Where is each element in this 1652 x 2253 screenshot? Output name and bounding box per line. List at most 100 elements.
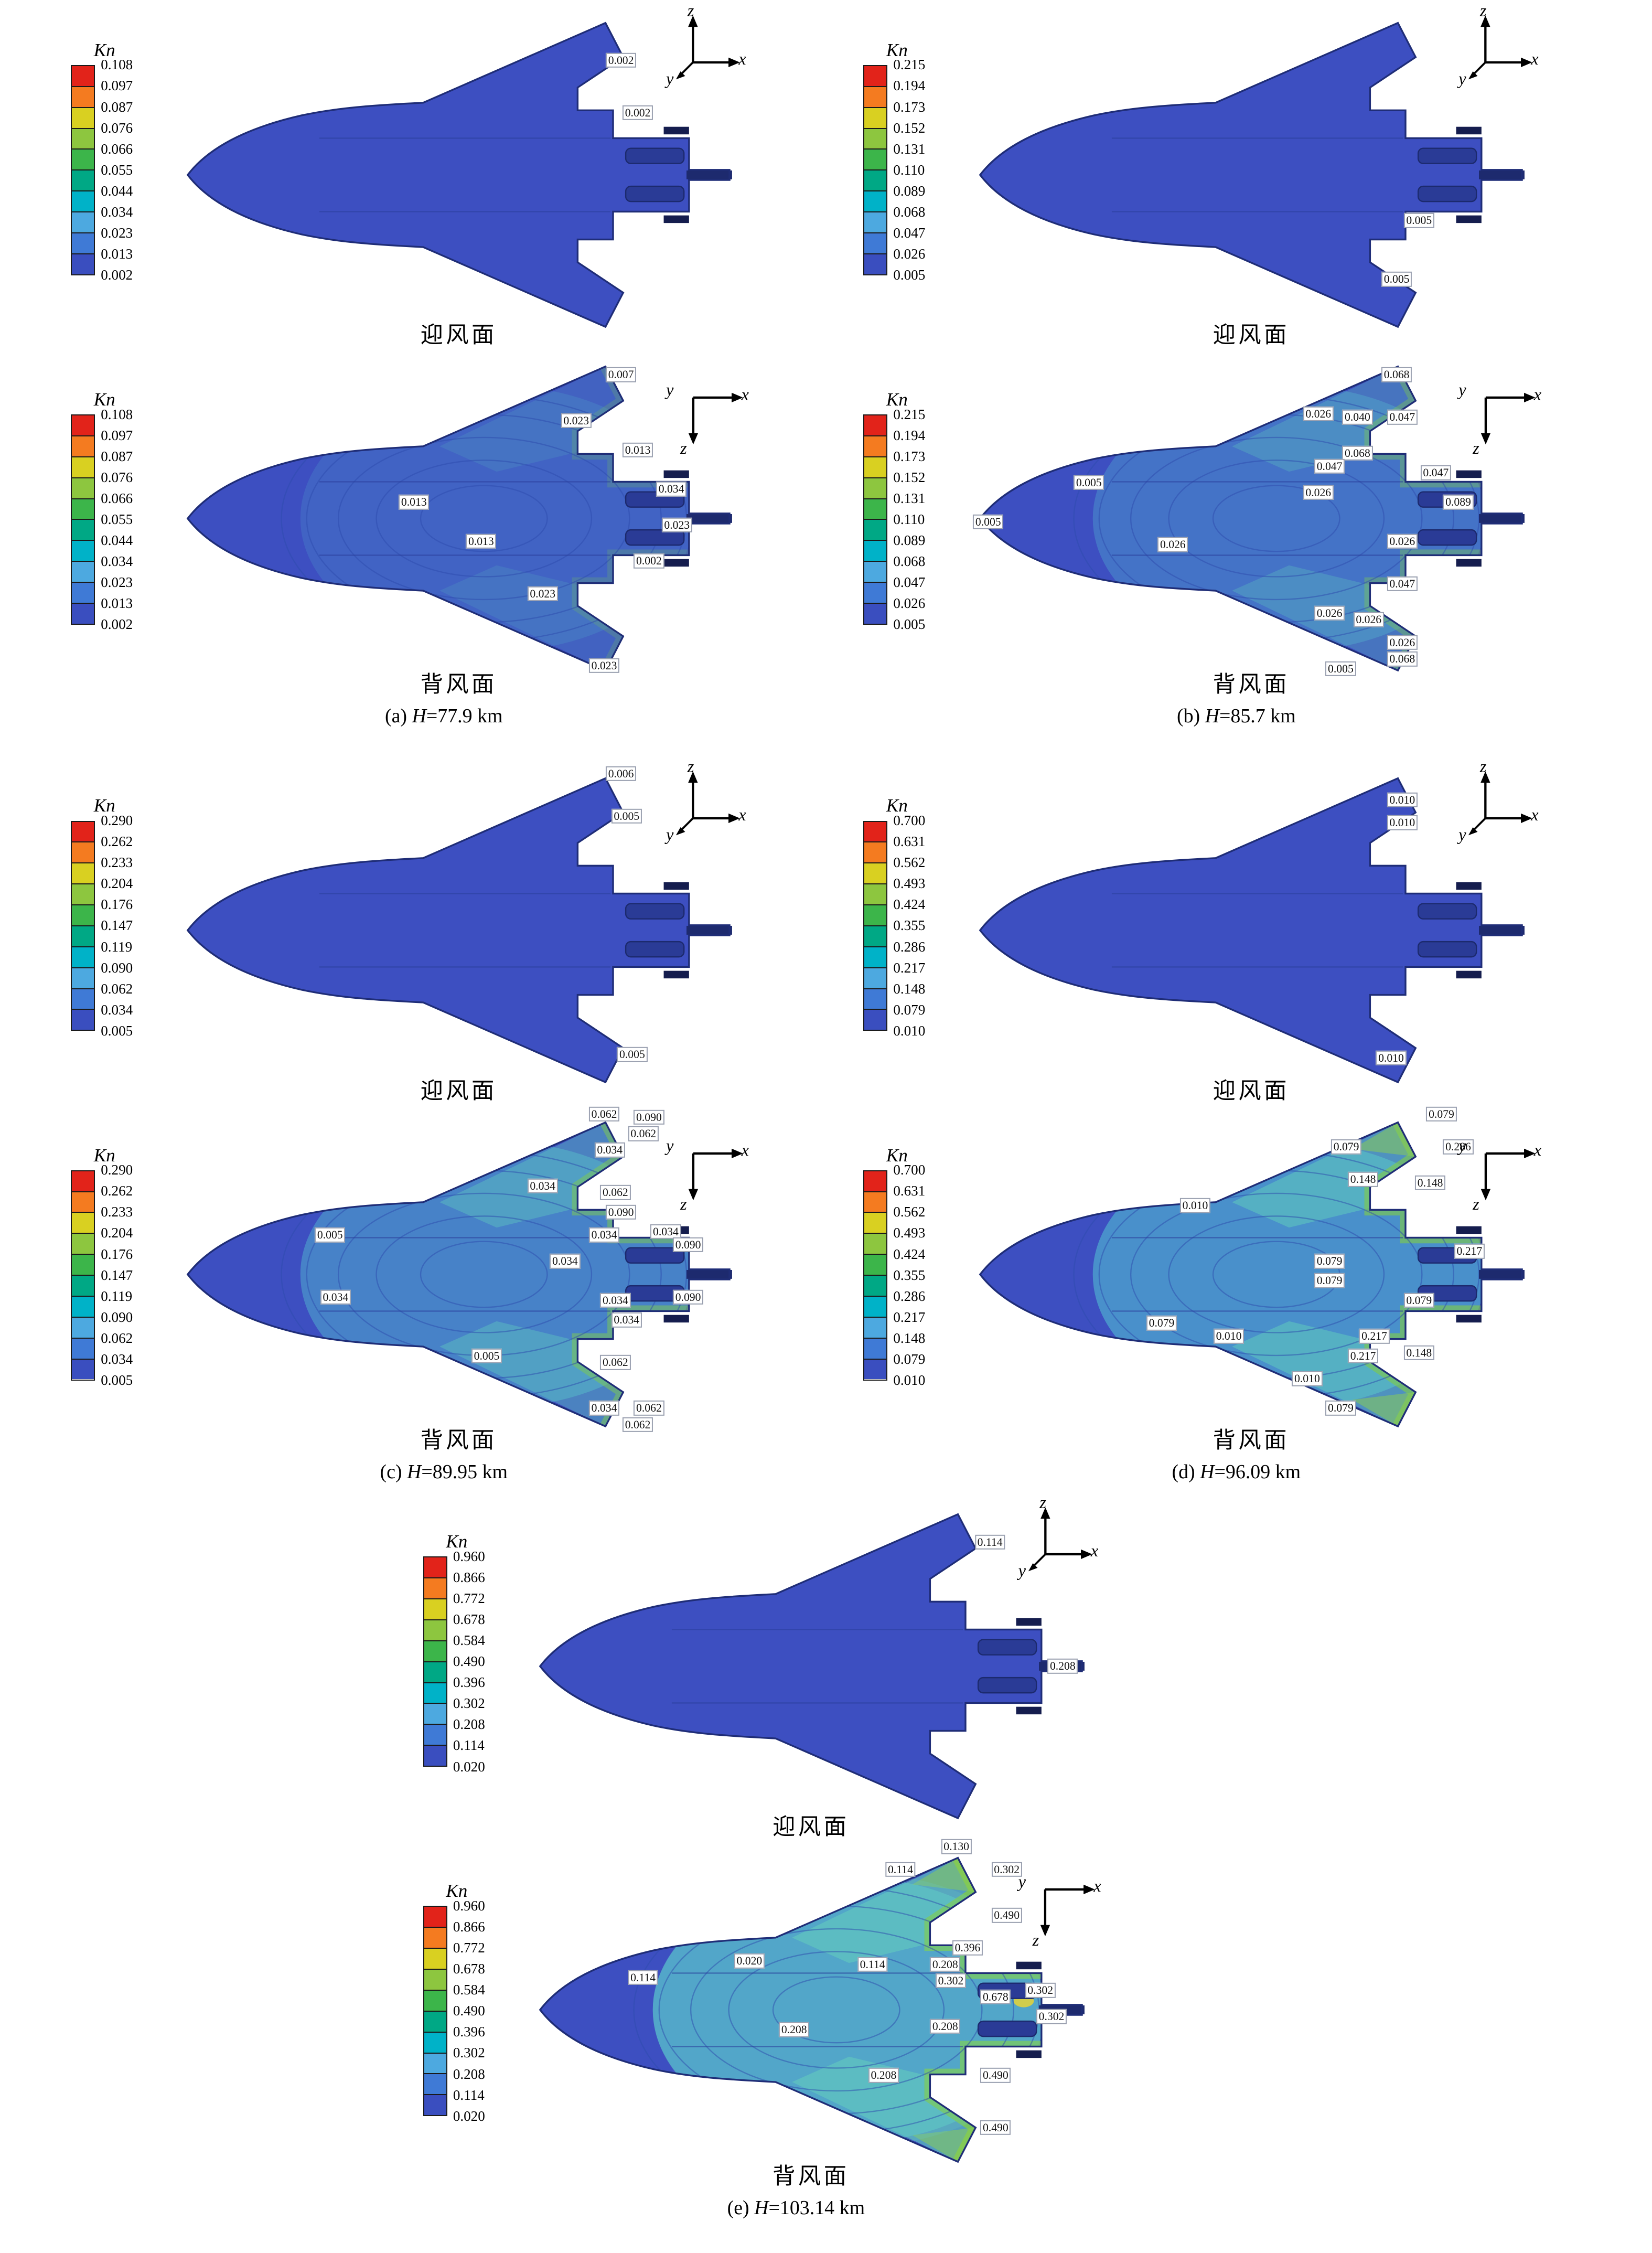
colorbar-tick: 0.208 <box>453 1716 485 1733</box>
contour-labels-layer: 0.130 0.114 0.302 0.490 0.396 0.020 0.114 0.208… <box>531 1839 1091 2173</box>
colorbar-tick: 0.173 <box>893 99 926 115</box>
colorbar-cells <box>423 1556 447 1767</box>
contour-label: 0.026 <box>1353 612 1384 627</box>
colorbar-cell <box>424 2074 446 2096</box>
colorbar-tick: 0.047 <box>893 225 926 241</box>
colorbar-cells <box>71 65 95 275</box>
kn-colorbar: Kn 0.960 0.866 0.772 0.678 0.584 0.490 0.396 0.… <box>423 1881 525 2123</box>
contour-label: 0.148 <box>1415 1175 1446 1190</box>
contour-label: 0.302 <box>991 1862 1022 1877</box>
colorbar-tick: 0.110 <box>893 511 925 527</box>
colorbar-body: 0.108 0.097 0.087 0.076 0.066 0.055 0.044 0.034… <box>71 407 173 633</box>
colorbar-tick: 0.960 <box>453 1548 485 1564</box>
kn-colorbar: Kn 0.215 0.194 0.173 0.152 0.131 0.110 0.089 0.… <box>863 40 966 282</box>
contour-label: 0.090 <box>634 1109 664 1125</box>
colorbar-tick: 0.034 <box>101 204 133 220</box>
contour-label: 0.217 <box>1454 1244 1485 1259</box>
caption-index: (b) <box>1176 705 1205 728</box>
leeward-plot: 0.068 0.026 0.040 0.047 0.068 0.047 0.047 0.005… <box>971 355 1541 682</box>
colorbar-tick: 0.108 <box>101 57 133 73</box>
axis-label-x: x <box>741 385 749 404</box>
caption-variable: H <box>1200 1460 1215 1483</box>
colorbar-tick: 0.584 <box>453 1982 485 1998</box>
contour-label: 0.062 <box>600 1185 631 1200</box>
contour-label: 0.090 <box>673 1289 704 1305</box>
contour-label: 0.040 <box>1342 410 1373 425</box>
kn-colorbar: Kn 0.108 0.097 0.087 0.076 0.066 0.055 0.044 0.… <box>71 389 173 632</box>
colorbar-cell <box>864 499 887 520</box>
axis-label-x: x <box>738 50 746 69</box>
colorbar-cell <box>72 129 94 150</box>
colorbar-cell <box>864 520 887 541</box>
colorbar-tick: 0.147 <box>101 917 133 934</box>
windward-plot: 0.010 0.010 0.010 z x y <box>971 759 1539 1094</box>
contour-label: 0.208 <box>930 1957 961 1972</box>
contour-label: 0.013 <box>399 495 430 510</box>
colorbar-tick: 0.066 <box>101 141 133 157</box>
vehicle-contour-plot <box>971 12 1531 338</box>
colorbar-cell <box>864 583 887 604</box>
contour-label: 0.026 <box>1303 406 1334 422</box>
leeward-view: Kn 0.108 0.097 0.087 0.076 0.066 0.055 0.044 0.… <box>57 349 831 699</box>
contour-label: 0.002 <box>622 105 653 120</box>
axis-label-z: z <box>1039 1493 1046 1512</box>
axes-indicator: y x z <box>1458 378 1548 457</box>
axis-label-y: y <box>1458 381 1466 400</box>
colorbar-tick: 0.034 <box>101 1001 133 1018</box>
contour-labels-layer: 0.068 0.026 0.040 0.047 0.068 0.047 0.047 0.005… <box>971 355 1531 682</box>
colorbar-cell <box>864 1192 887 1213</box>
contour-label: 0.047 <box>1387 576 1418 592</box>
contour-label: 0.005 <box>1403 213 1434 228</box>
altitude-panel: Kn 0.960 0.866 0.772 0.678 0.584 0.490 0.396 0.… <box>409 1494 1183 2219</box>
colorbar-cell <box>424 1599 446 1620</box>
colorbar-body: 0.108 0.097 0.087 0.076 0.066 0.055 0.044 0.034… <box>71 58 173 282</box>
colorbar-tick: 0.020 <box>453 2108 485 2124</box>
colorbar-tick: 0.493 <box>893 875 926 892</box>
colorbar-cell <box>72 1255 94 1276</box>
leeward-view: Kn 0.215 0.194 0.173 0.152 0.131 0.110 0.089 0.… <box>849 349 1623 699</box>
axes-arrows-icon <box>675 771 740 836</box>
colorbar-cell <box>72 562 94 583</box>
axes-arrows-icon <box>1468 771 1532 836</box>
colorbar-cell <box>864 1234 887 1255</box>
contour-label: 0.005 <box>1381 272 1412 287</box>
colorbar-cell <box>424 2032 446 2054</box>
kn-colorbar: Kn 0.290 0.262 0.233 0.204 0.176 0.147 0.119 0.… <box>71 795 173 1038</box>
colorbar-cell <box>72 583 94 604</box>
colorbar-tick: 0.215 <box>893 406 926 422</box>
colorbar-cells <box>863 65 888 275</box>
colorbar-cell <box>864 1317 887 1339</box>
contour-label: 0.114 <box>628 1970 658 1985</box>
colorbar-tick: 0.089 <box>893 532 926 548</box>
colorbar-cell <box>72 1276 94 1297</box>
colorbar-tick: 0.147 <box>101 1267 133 1283</box>
colorbar-tick: 0.089 <box>893 183 926 199</box>
colorbar-tick: 0.002 <box>101 616 133 633</box>
kn-colorbar: Kn 0.108 0.097 0.087 0.076 0.066 0.055 0.044 0.… <box>71 40 173 282</box>
contour-label: 0.034 <box>527 1178 558 1194</box>
colorbar-cell <box>864 436 887 457</box>
contour-label: 0.047 <box>1420 465 1451 481</box>
colorbar-tick: 0.023 <box>101 225 133 241</box>
contour-label: 0.217 <box>1348 1348 1379 1363</box>
panel-caption: (c) H=89.95 km <box>57 1460 831 1483</box>
colorbar-tick: 0.055 <box>101 162 133 178</box>
contour-label: 0.034 <box>594 1142 625 1158</box>
contour-labels-layer: 0.005 0.005 <box>971 12 1531 338</box>
colorbar-tick: 0.424 <box>893 896 926 913</box>
contour-label: 0.062 <box>600 1355 631 1370</box>
colorbar-tick: 0.302 <box>453 1695 485 1712</box>
colorbar-tick: 0.034 <box>101 553 133 570</box>
colorbar-cell <box>424 1746 446 1766</box>
contour-label: 0.148 <box>1348 1172 1379 1187</box>
panel-caption: (d) H=96.09 km <box>849 1460 1623 1483</box>
colorbar-tick-labels: 0.700 0.631 0.562 0.493 0.424 0.355 0.286 0.217… <box>893 1163 925 1387</box>
colorbar-tick: 0.584 <box>453 1632 485 1649</box>
axes-arrows-icon <box>1481 1148 1536 1201</box>
colorbar-cell <box>72 150 94 171</box>
colorbar-tick: 0.076 <box>101 120 133 136</box>
colorbar-cell <box>424 1620 446 1641</box>
contour-label: 0.068 <box>1381 367 1412 382</box>
colorbar-cell <box>72 1010 94 1030</box>
colorbar-cell <box>72 1317 94 1339</box>
